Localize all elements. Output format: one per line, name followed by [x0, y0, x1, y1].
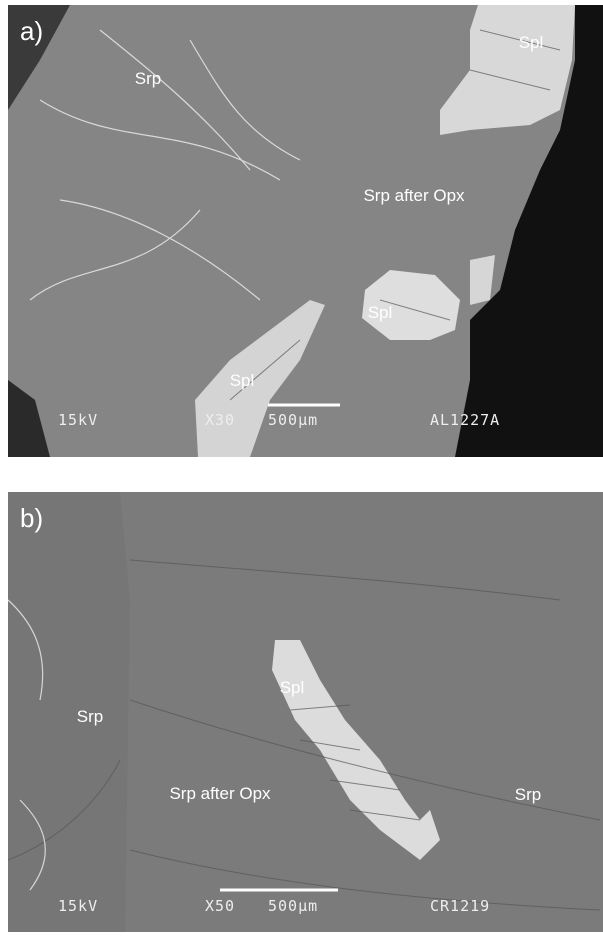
panel-a: a) Srp Spl Srp after Opx Spl Spl 15kV X3…: [8, 5, 603, 457]
panel-b: b) Spl Srp Srp after Opx Srp 15kV X50 50…: [8, 492, 603, 932]
scale-label: 500µm: [268, 897, 318, 915]
magnification: X30: [205, 411, 235, 429]
voltage: 15kV: [58, 411, 98, 429]
mineral-label: Srp: [135, 69, 161, 88]
mineral-label: Srp after Opx: [363, 186, 465, 205]
figure: a) Srp Spl Srp after Opx Spl Spl 15kV X3…: [0, 0, 603, 937]
mineral-label: Spl: [280, 678, 305, 697]
panel-label: b): [20, 503, 43, 533]
mineral-label: Spl: [368, 303, 393, 322]
voltage: 15kV: [58, 897, 98, 915]
sample-id: CR1219: [430, 897, 490, 915]
mineral-label: Srp after Opx: [169, 784, 271, 803]
page: a) Srp Spl Srp after Opx Spl Spl 15kV X3…: [0, 0, 603, 937]
mineral-label: Spl: [519, 33, 544, 52]
sample-id: AL1227A: [430, 411, 500, 429]
scale-label: 500µm: [268, 411, 318, 429]
mineral-label: Srp: [77, 707, 103, 726]
mineral-label: Srp: [515, 785, 541, 804]
mineral-label: Spl: [230, 371, 255, 390]
grain-region: [8, 492, 130, 932]
magnification: X50: [205, 897, 235, 915]
panel-label: a): [20, 16, 43, 46]
